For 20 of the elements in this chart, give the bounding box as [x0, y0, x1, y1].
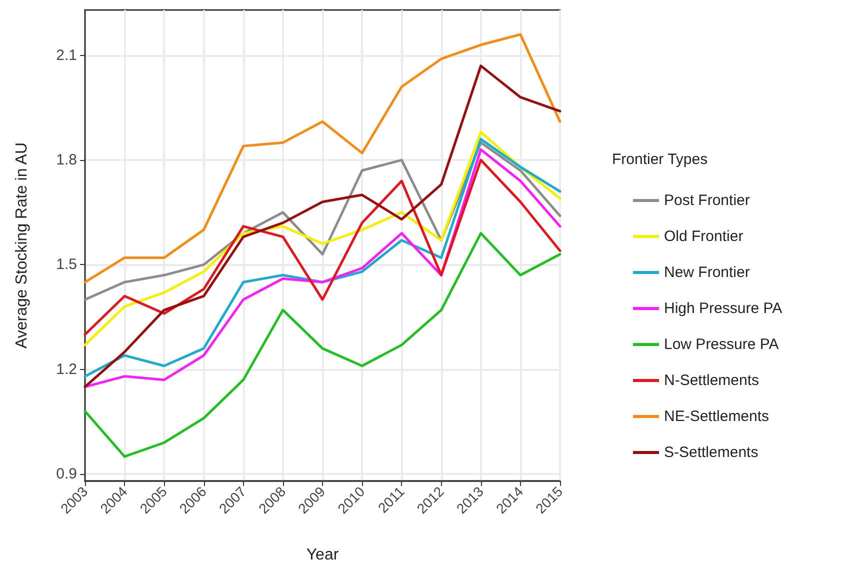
line-series	[84, 64, 562, 388]
y-axis-title: Average Stocking Rate in AU	[14, 142, 30, 349]
y-tick-label: 2.1	[56, 46, 77, 64]
legend-title: Frontier Types	[612, 151, 708, 168]
y-tick-label: 0.9	[56, 466, 77, 483]
legend-label: High Pressure PA	[664, 300, 782, 317]
legend-label: Low Pressure PA	[664, 336, 779, 353]
legend-label: New Frontier	[664, 264, 750, 281]
y-tick-label: 1.2	[56, 360, 77, 378]
legend-label: NE-Settlements	[664, 408, 770, 425]
legend-label: Post Frontier	[664, 192, 750, 209]
y-tick-label: 1.5	[56, 256, 77, 274]
line-series	[84, 33, 562, 284]
x-axis-title: Year	[306, 546, 340, 564]
legend-label: S-Settlements	[664, 444, 758, 461]
line-series	[84, 158, 562, 336]
legend-label: N-Settlements	[664, 372, 760, 389]
legend-label: Old Frontier	[664, 228, 744, 245]
line-series	[84, 232, 562, 458]
y-tick-label: 1.8	[56, 152, 77, 169]
